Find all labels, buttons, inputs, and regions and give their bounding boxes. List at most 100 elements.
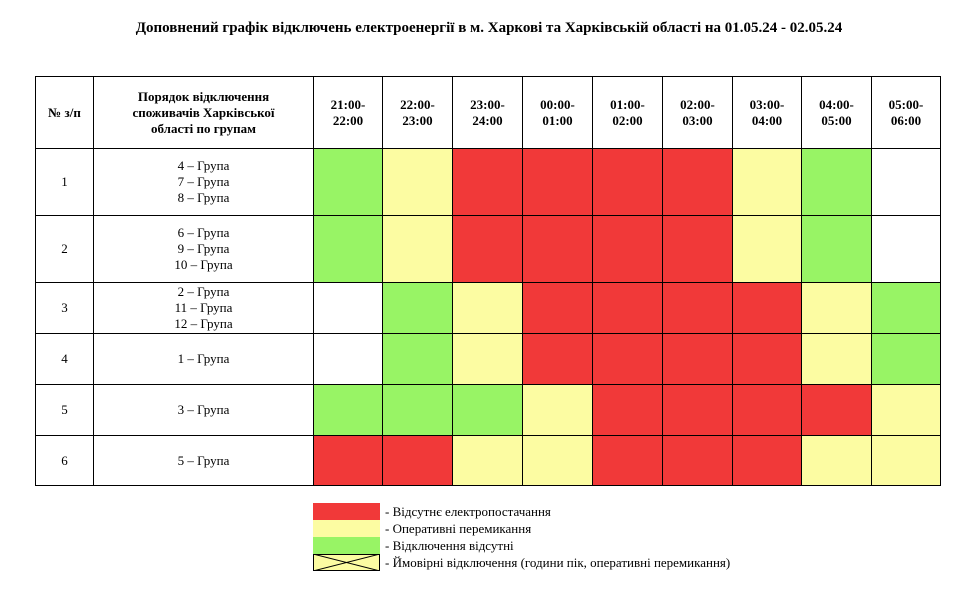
header-groups-line: Порядок відключення	[137, 88, 270, 104]
schedule-cell-yellow	[452, 282, 523, 334]
header-groups: Порядок відключення споживачів Харківсько…	[93, 76, 314, 149]
row-groups: 1 – Група	[93, 333, 314, 385]
schedule-cell-green	[382, 282, 453, 334]
schedule-cell-yellow	[871, 435, 941, 486]
group-label: 9 – Група	[177, 241, 230, 256]
schedule-cell-white	[871, 215, 941, 283]
time-slot-part: 05:00-	[888, 96, 924, 112]
row-number: 6	[35, 435, 94, 486]
legend-swatch-green	[313, 537, 380, 554]
schedule-cell-yellow	[871, 384, 941, 436]
schedule-cell-green	[313, 384, 383, 436]
schedule-cell-red	[662, 435, 733, 486]
legend-swatch-crossed	[313, 554, 380, 571]
time-slot-part: 02:00	[612, 112, 643, 128]
schedule-cell-green	[801, 148, 872, 216]
schedule-table: № з/п Порядок відключення споживачів Харк…	[35, 76, 941, 486]
time-slot-part: 01:00-	[610, 96, 645, 112]
header-groups-line: області по групам	[150, 120, 257, 136]
group-label: 8 – Група	[177, 190, 230, 205]
schedule-cell-yellow	[801, 435, 872, 486]
header-time-slot: 05:00- 06:00	[871, 76, 941, 149]
header-time-slot: 23:00- 24:00	[452, 76, 523, 149]
time-slot-part: 06:00	[890, 112, 922, 128]
page-title: Доповнений графік відключень електроенер…	[135, 20, 843, 36]
schedule-cell-yellow	[382, 148, 453, 216]
header-row: № з/п Порядок відключення споживачів Харк…	[35, 76, 941, 149]
schedule-cell-yellow	[522, 384, 593, 436]
schedule-cell-red	[732, 435, 802, 486]
legend-item: - Відключення відсутні	[313, 537, 873, 554]
group-label: 12 – Група	[174, 316, 233, 331]
schedule-cell-green	[313, 215, 383, 283]
legend-label: - Відсутнє електропостачання	[385, 504, 551, 519]
group-label: 1 – Група	[177, 351, 230, 366]
schedule-cell-red	[522, 148, 593, 216]
group-label: 10 – Група	[174, 257, 233, 272]
header-time-slot: 04:00- 05:00	[801, 76, 872, 149]
row-number: 1	[35, 148, 94, 216]
time-slot-part: 23:00-	[470, 96, 505, 112]
header-time-slot: 00:00- 01:00	[522, 76, 593, 149]
schedule-cell-red	[382, 435, 453, 486]
schedule-cell-green	[313, 148, 383, 216]
schedule-cell-green	[871, 333, 941, 385]
legend-swatch-red	[313, 503, 380, 520]
schedule-cell-white	[313, 282, 383, 334]
group-label: 2 – Група	[177, 284, 230, 299]
time-slot-part: 01:00	[542, 112, 573, 128]
row-groups: 6 – Група 9 – Група 10 – Група	[93, 215, 314, 283]
schedule-cell-green	[382, 384, 453, 436]
schedule-cell-yellow	[732, 215, 802, 283]
group-label: 5 – Група	[177, 452, 230, 468]
schedule-cell-red	[522, 333, 593, 385]
group-label: 7 – Група	[177, 174, 230, 189]
time-slot-part: 03:00-	[749, 96, 785, 112]
schedule-cell-red	[662, 282, 733, 334]
schedule-cell-red	[662, 215, 733, 283]
schedule-cell-white	[313, 333, 383, 385]
time-slot-part: 04:00-	[819, 96, 854, 112]
schedule-cell-red	[732, 333, 802, 385]
schedule-cell-red	[592, 148, 663, 216]
row-number: 2	[35, 215, 94, 283]
schedule-cell-red	[592, 333, 663, 385]
header-groups-line: споживачів Харківської	[132, 104, 275, 120]
header-time-slot: 02:00- 03:00	[662, 76, 733, 149]
group-label: 4 – Група	[177, 158, 230, 173]
time-slot-part: 22:00-	[400, 96, 435, 112]
schedule-cell-red	[592, 282, 663, 334]
legend: - Відсутнє електропостачання - Оперативні…	[313, 503, 873, 571]
schedule-cell-yellow	[732, 148, 802, 216]
schedule-cell-red	[592, 384, 663, 436]
time-slot-part: 02:00-	[680, 96, 715, 112]
time-slot-part: 24:00	[472, 112, 503, 128]
schedule-cell-red	[662, 148, 733, 216]
table-row: 4 1 – Група	[35, 333, 941, 385]
legend-label: - Ймовірні відключення (години пік, опер…	[385, 555, 731, 570]
schedule-cell-yellow	[452, 333, 523, 385]
group-label: 6 – Група	[177, 225, 230, 240]
cross-mark-icon	[313, 554, 380, 571]
legend-item: - Оперативні перемикання	[313, 520, 873, 537]
schedule-cell-red	[522, 282, 593, 334]
row-number: 4	[35, 333, 94, 385]
legend-item: - Відсутнє електропостачання	[313, 503, 873, 520]
schedule-cell-red	[662, 333, 733, 385]
schedule-cell-red	[662, 384, 733, 436]
schedule-cell-yellow	[522, 435, 593, 486]
schedule-cell-red	[732, 282, 802, 334]
legend-label: - Відключення відсутні	[385, 538, 514, 553]
row-groups: 5 – Група	[93, 435, 314, 486]
time-slot-part: 00:00-	[540, 96, 575, 112]
schedule-cell-yellow	[801, 282, 872, 334]
schedule-cell-red	[452, 148, 523, 216]
table-row: 5 3 – Група	[35, 384, 941, 436]
row-groups: 3 – Група	[93, 384, 314, 436]
schedule-cell-yellow	[382, 215, 453, 283]
schedule-cell-green	[382, 333, 453, 385]
row-number: 3	[35, 282, 94, 334]
row-groups: 4 – Група 7 – Група 8 – Група	[93, 148, 314, 216]
